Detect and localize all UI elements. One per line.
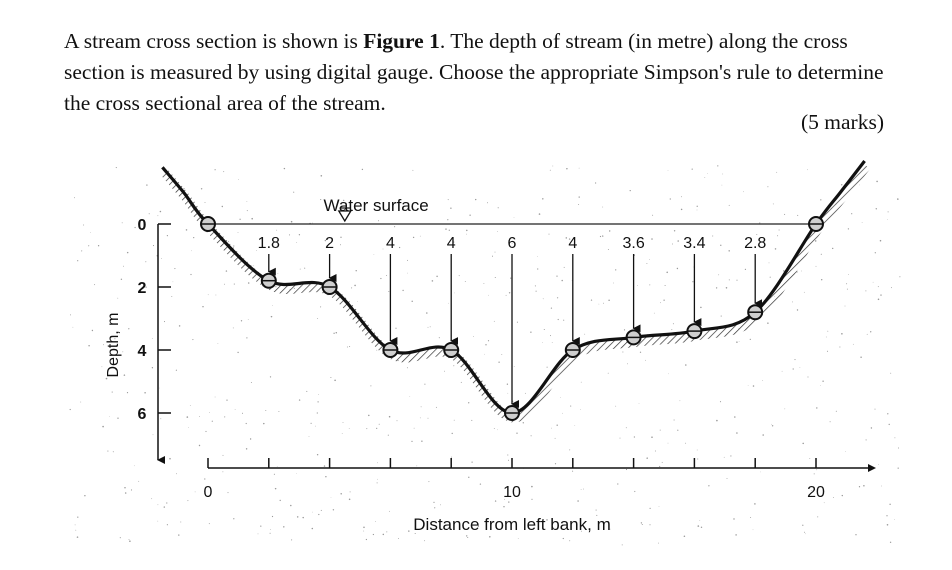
depth-label: 4 bbox=[386, 235, 395, 252]
depth-label: 1.8 bbox=[258, 235, 280, 252]
x-tick-label: 0 bbox=[204, 484, 213, 501]
question-part2: . The depth of stream (in metre) along t… bbox=[64, 29, 884, 115]
y-tick-label: 2 bbox=[138, 280, 147, 297]
depth-label: 3.6 bbox=[622, 235, 644, 252]
y-tick-label: 6 bbox=[138, 406, 147, 423]
x-axis-label: Distance from left bank, m bbox=[413, 515, 610, 534]
water-surface-symbol bbox=[337, 210, 352, 223]
question-part1: A stream cross section is shown is bbox=[64, 29, 364, 53]
figure-reference: Figure 1 bbox=[363, 29, 440, 53]
x-tick-label: 20 bbox=[807, 484, 825, 501]
y-axis-label: Depth, m bbox=[105, 313, 122, 378]
depth-label: 2 bbox=[325, 235, 334, 252]
x-tick-label: 10 bbox=[503, 484, 521, 501]
scan-noise bbox=[69, 165, 901, 546]
depth-label: 4 bbox=[568, 235, 577, 252]
depth-label: 2.8 bbox=[744, 235, 766, 252]
water-surface-label: Water surface bbox=[324, 196, 429, 215]
y-tick-label: 4 bbox=[138, 343, 147, 360]
y-tick-label: 0 bbox=[138, 217, 147, 234]
depth-label: 3.4 bbox=[683, 235, 705, 252]
depth-label: 4 bbox=[447, 235, 456, 252]
depth-label: 6 bbox=[508, 235, 517, 252]
marks-label: (5 marks) bbox=[801, 110, 884, 134]
soil-hatch bbox=[160, 163, 871, 423]
question-text: A stream cross section is shown is Figur… bbox=[64, 26, 886, 119]
x-axis-arrowhead bbox=[868, 464, 876, 472]
